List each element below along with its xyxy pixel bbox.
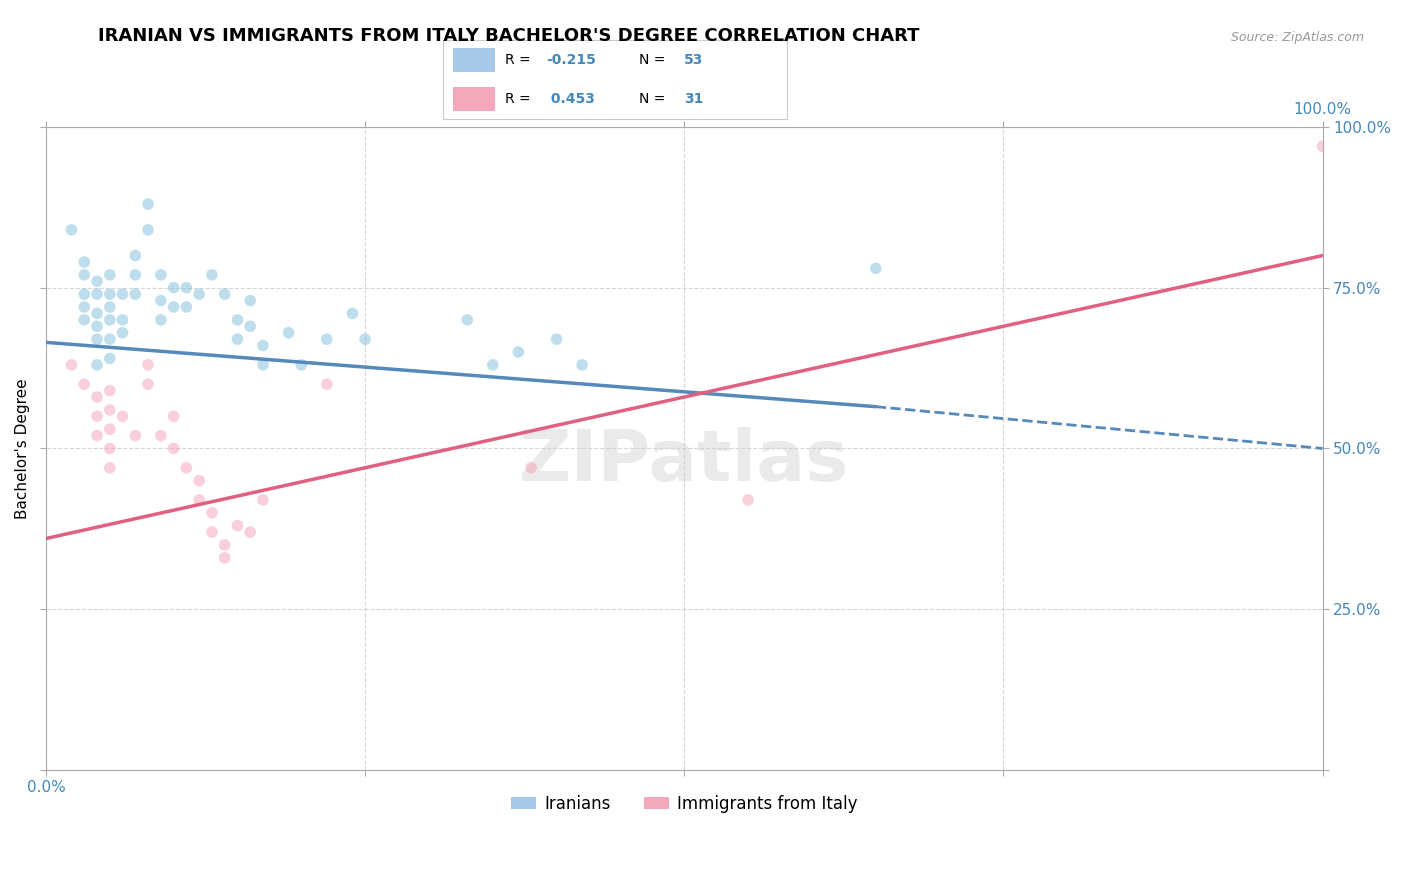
Point [214, 538, 236, 552]
Point [86, 306, 108, 320]
Point [98, 268, 121, 282]
Point [111, 287, 134, 301]
Point [86, 409, 108, 424]
Point [162, 409, 184, 424]
Point [124, 287, 146, 301]
Point [239, 319, 262, 334]
Point [214, 287, 236, 301]
Y-axis label: Bachelor's Degree: Bachelor's Degree [15, 378, 30, 519]
Point [252, 338, 274, 352]
FancyBboxPatch shape [453, 48, 495, 71]
Text: 0.453: 0.453 [546, 92, 595, 106]
Text: IRANIAN VS IMMIGRANTS FROM ITALY BACHELOR'S DEGREE CORRELATION CHART: IRANIAN VS IMMIGRANTS FROM ITALY BACHELO… [98, 27, 920, 45]
Point [98, 460, 121, 475]
Point [520, 460, 543, 475]
Point [342, 306, 364, 320]
Point [124, 248, 146, 262]
Point [73, 287, 96, 301]
Text: 31: 31 [685, 92, 703, 106]
Point [188, 492, 211, 507]
Point [149, 313, 172, 327]
Text: R =: R = [505, 92, 534, 106]
Point [86, 274, 108, 288]
Point [98, 351, 121, 366]
Point [162, 300, 184, 314]
Legend: Iranians, Immigrants from Italy: Iranians, Immigrants from Italy [505, 789, 865, 820]
Point [86, 332, 108, 346]
Point [73, 377, 96, 392]
Point [865, 261, 887, 276]
Point [98, 313, 121, 327]
Point [290, 358, 312, 372]
Point [315, 332, 337, 346]
Point [737, 492, 759, 507]
Point [111, 326, 134, 340]
Point [98, 332, 121, 346]
Text: -0.215: -0.215 [546, 53, 596, 67]
Point [111, 409, 134, 424]
Point [73, 313, 96, 327]
Point [98, 422, 121, 436]
Point [98, 442, 121, 456]
Point [136, 197, 159, 211]
Point [176, 281, 198, 295]
Text: N =: N = [640, 92, 671, 106]
Text: 53: 53 [685, 53, 703, 67]
Text: ZIPatlas: ZIPatlas [519, 427, 849, 496]
Point [162, 281, 184, 295]
Point [98, 403, 121, 417]
Point [201, 524, 224, 539]
Point [149, 293, 172, 308]
Point [188, 287, 211, 301]
Point [201, 506, 224, 520]
Point [239, 293, 262, 308]
Point [124, 428, 146, 442]
Point [136, 377, 159, 392]
Point [73, 255, 96, 269]
Point [571, 358, 593, 372]
Point [86, 287, 108, 301]
Point [277, 326, 299, 340]
Point [73, 300, 96, 314]
Point [98, 300, 121, 314]
Point [315, 377, 337, 392]
FancyBboxPatch shape [453, 87, 495, 111]
Point [201, 268, 224, 282]
Point [252, 492, 274, 507]
Point [176, 300, 198, 314]
Point [98, 287, 121, 301]
Point [508, 345, 530, 359]
Point [86, 319, 108, 334]
Text: N =: N = [640, 53, 671, 67]
Point [136, 358, 159, 372]
Point [60, 223, 83, 237]
Point [149, 428, 172, 442]
Point [86, 428, 108, 442]
Point [73, 268, 96, 282]
Point [188, 474, 211, 488]
Point [239, 524, 262, 539]
Point [214, 550, 236, 565]
Text: R =: R = [505, 53, 534, 67]
Point [226, 332, 249, 346]
Point [354, 332, 377, 346]
Point [176, 460, 198, 475]
Point [98, 384, 121, 398]
Point [149, 268, 172, 282]
Point [136, 223, 159, 237]
Point [456, 313, 478, 327]
Point [86, 390, 108, 404]
Point [226, 313, 249, 327]
Point [162, 442, 184, 456]
Point [252, 358, 274, 372]
Text: Source: ZipAtlas.com: Source: ZipAtlas.com [1230, 31, 1364, 45]
Point [60, 358, 83, 372]
Point [86, 358, 108, 372]
Point [1312, 139, 1334, 153]
Point [226, 518, 249, 533]
Point [546, 332, 568, 346]
Point [124, 268, 146, 282]
Point [481, 358, 503, 372]
Point [111, 313, 134, 327]
